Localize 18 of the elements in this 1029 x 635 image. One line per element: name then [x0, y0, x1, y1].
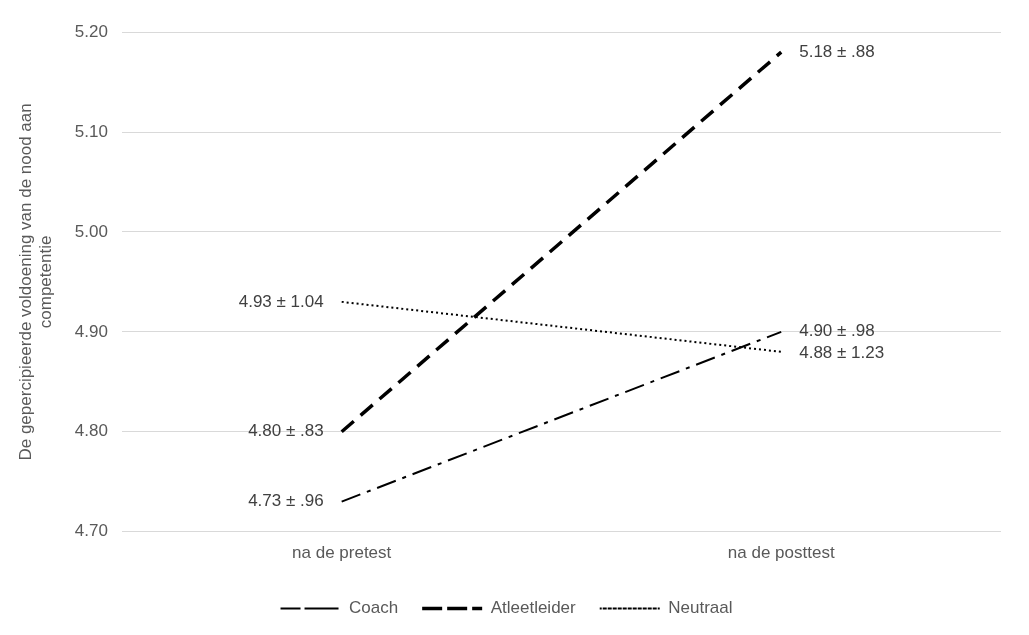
y-tick-label: 4.80 — [74, 421, 108, 441]
x-tick-label: na de pretest — [292, 543, 392, 563]
y-axis-title: De gepercipieerde voldoening van de nood aan competentie — [15, 103, 56, 461]
data-label: 4.73 ± .96 — [248, 491, 324, 511]
data-label: 4.90 ± .98 — [799, 320, 875, 340]
x-tick-label: na de posttest — [727, 543, 835, 563]
data-label: 4.80 ± .83 — [248, 421, 324, 441]
data-label: 5.18 ± .88 — [799, 41, 875, 61]
y-tick-label: 5.00 — [74, 221, 108, 241]
legend-label: Atleetleider — [490, 598, 577, 618]
legend-label: Neutraal — [668, 598, 733, 618]
y-tick-label: 4.70 — [74, 521, 108, 541]
y-tick-label: 4.90 — [74, 321, 108, 341]
y-tick-label: 5.20 — [74, 21, 108, 41]
data-label: 4.93 ± 1.04 — [238, 291, 324, 311]
y-tick-label: 5.10 — [74, 121, 108, 141]
legend-label: Coach — [349, 598, 399, 618]
data-label: 4.88 ± 1.23 — [799, 342, 885, 362]
